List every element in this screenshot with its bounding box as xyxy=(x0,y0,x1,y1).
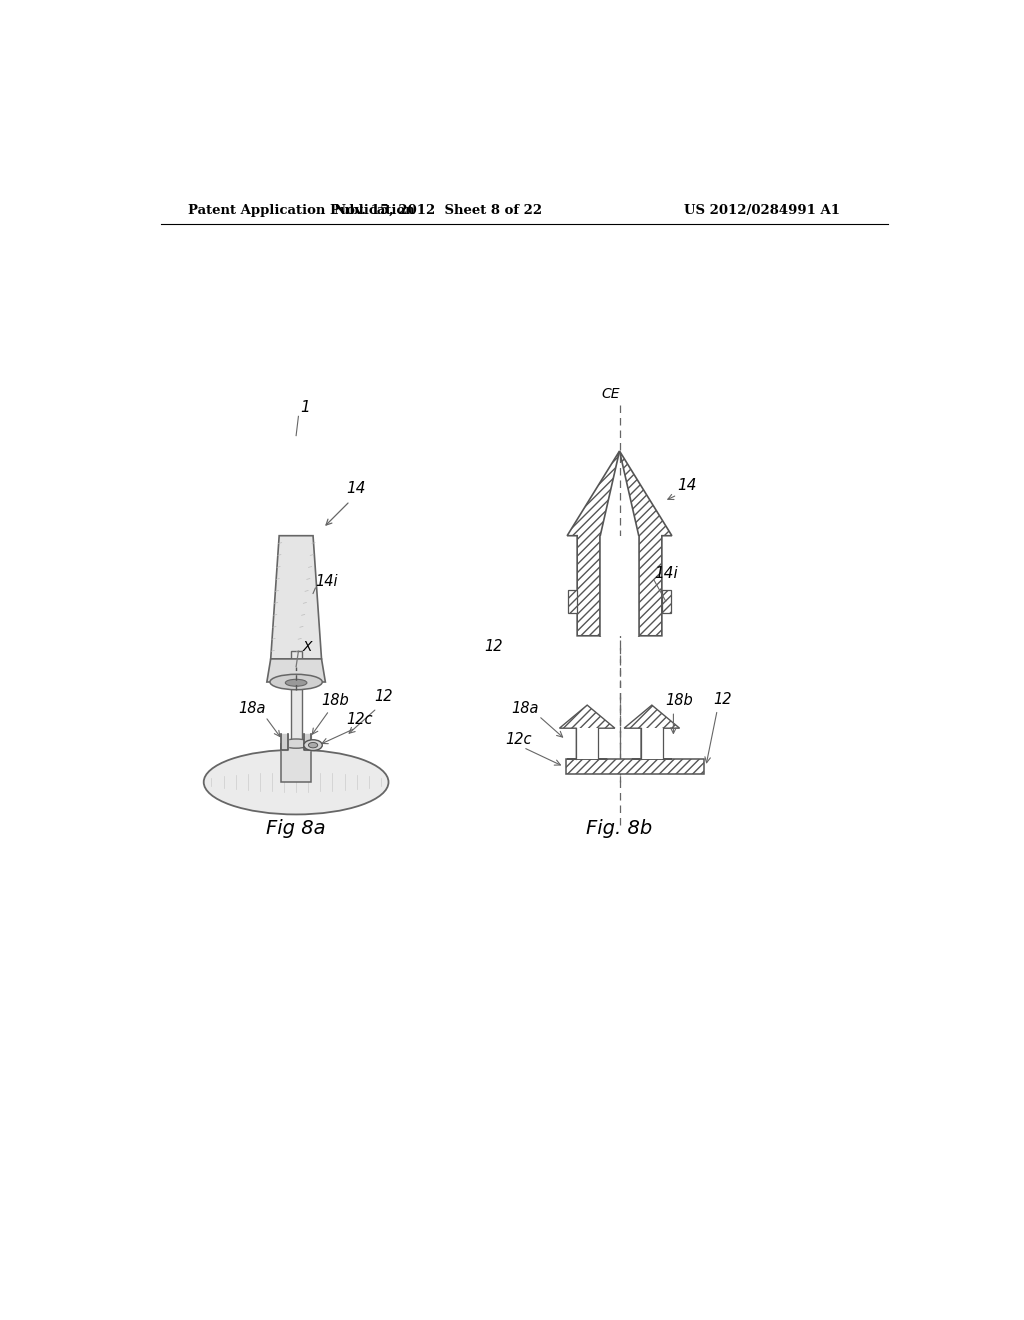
Polygon shape xyxy=(568,590,578,612)
Text: Fig 8a: Fig 8a xyxy=(266,818,326,838)
Text: 14: 14 xyxy=(346,482,366,496)
Ellipse shape xyxy=(304,739,323,751)
Polygon shape xyxy=(625,705,680,759)
Text: 12: 12 xyxy=(484,639,503,655)
Text: Fig. 8b: Fig. 8b xyxy=(587,818,652,838)
Text: Patent Application Publication: Patent Application Publication xyxy=(188,205,415,218)
Ellipse shape xyxy=(282,739,310,748)
Text: X: X xyxy=(303,640,312,655)
Polygon shape xyxy=(304,734,310,750)
Ellipse shape xyxy=(270,675,323,689)
Text: Nov. 15, 2012  Sheet 8 of 22: Nov. 15, 2012 Sheet 8 of 22 xyxy=(335,205,543,218)
Text: 1: 1 xyxy=(300,400,309,416)
Text: 12c: 12c xyxy=(346,713,373,727)
Polygon shape xyxy=(577,729,598,759)
Polygon shape xyxy=(559,705,614,759)
Text: 18b: 18b xyxy=(666,693,693,708)
Text: 12: 12 xyxy=(374,689,392,705)
Polygon shape xyxy=(282,743,310,781)
Polygon shape xyxy=(267,659,326,682)
Text: 12c: 12c xyxy=(506,731,532,747)
Polygon shape xyxy=(270,536,322,659)
Polygon shape xyxy=(620,451,672,636)
Polygon shape xyxy=(565,759,705,775)
Ellipse shape xyxy=(204,750,388,814)
Text: 18a: 18a xyxy=(512,701,540,715)
Polygon shape xyxy=(641,729,663,759)
Text: CE: CE xyxy=(601,387,620,401)
Polygon shape xyxy=(600,536,639,636)
Ellipse shape xyxy=(308,742,317,748)
Text: 14: 14 xyxy=(677,478,696,492)
Polygon shape xyxy=(291,651,301,743)
Ellipse shape xyxy=(286,680,307,686)
Text: 14i: 14i xyxy=(654,566,678,581)
Polygon shape xyxy=(567,451,620,636)
Polygon shape xyxy=(282,734,289,750)
Text: 18a: 18a xyxy=(239,701,266,715)
Text: 18b: 18b xyxy=(322,693,349,708)
Text: 12: 12 xyxy=(714,692,732,706)
Polygon shape xyxy=(662,590,671,612)
Text: 14i: 14i xyxy=(315,574,338,589)
Text: US 2012/0284991 A1: US 2012/0284991 A1 xyxy=(684,205,840,218)
